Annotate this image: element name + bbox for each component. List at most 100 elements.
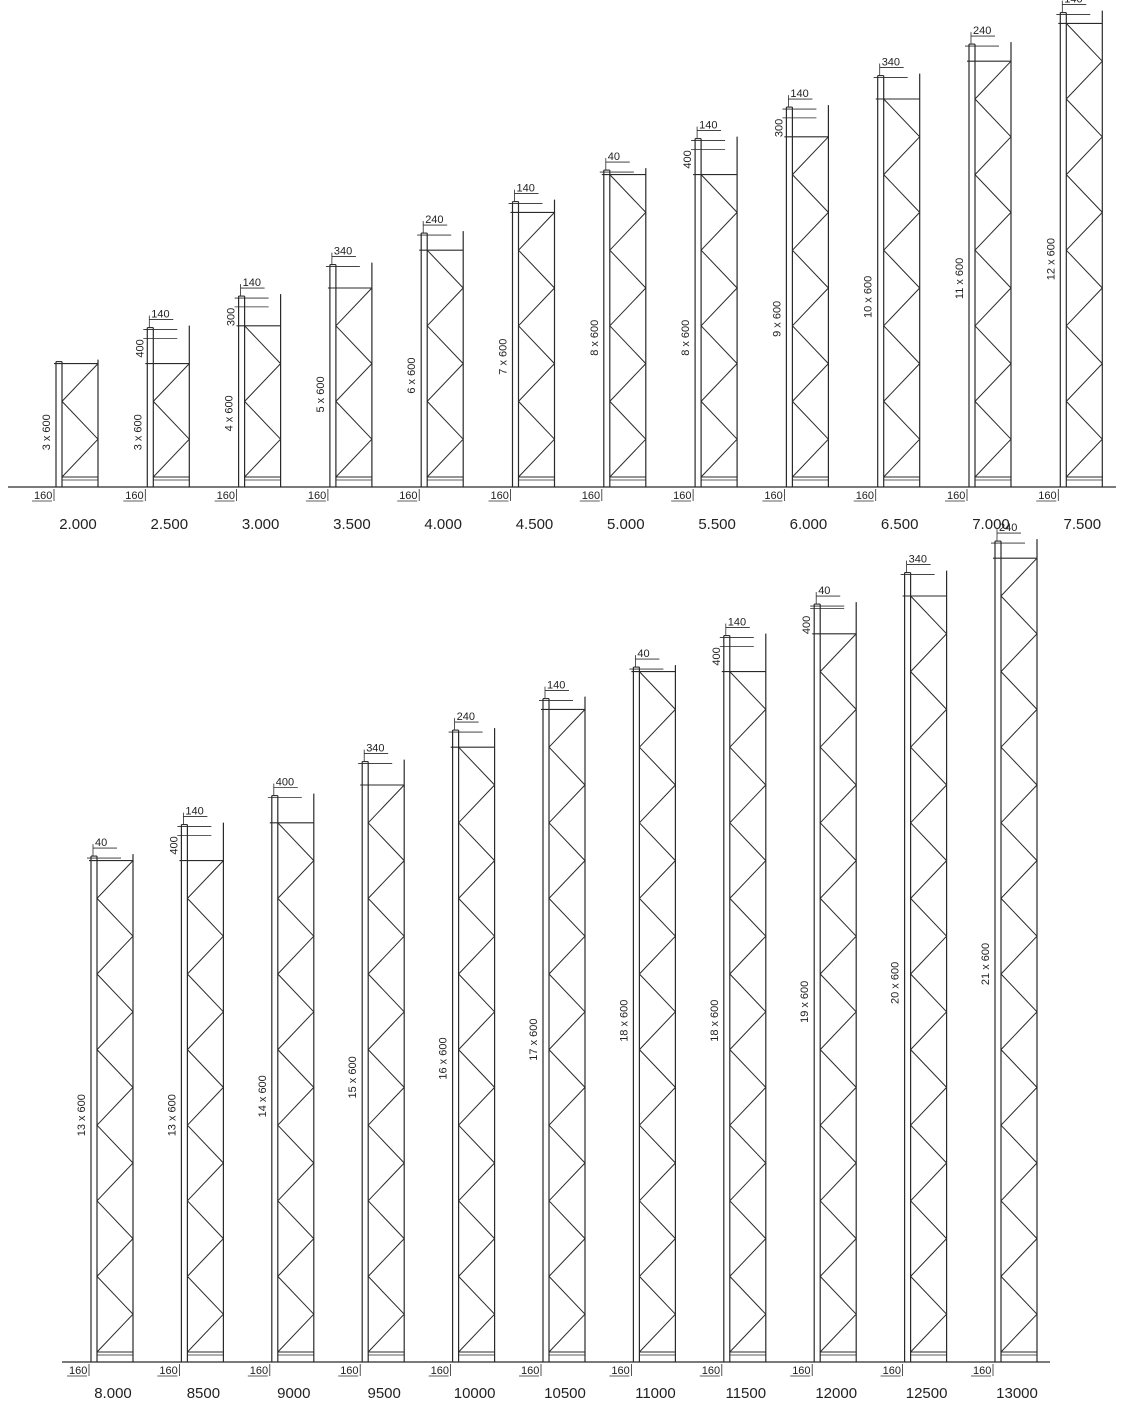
diagonal-brace [244,401,281,440]
diagonal-brace [729,671,767,710]
diagonal-brace [96,898,134,937]
top-dimension-label: 340 [366,743,384,755]
base-offset-label: 160 [947,490,965,502]
diagonal-brace [96,1049,134,1088]
diagonal-brace [1000,860,1038,899]
diagonal-brace [729,973,767,1013]
rack-frame: 240 21 x 600 160 13000 [971,522,1038,1402]
diagonal-brace [792,136,829,175]
diagonal-brace [819,1087,857,1126]
diagonal-brace [367,898,405,937]
frame-height-label: 12500 [906,1385,948,1402]
diagonal-brace [639,671,676,710]
diagonal-brace [883,212,921,251]
diagonal-brace [187,1313,224,1353]
base-offset-label: 160 [582,490,600,502]
diagonal-brace [458,746,495,786]
diagonal-brace [910,1162,947,1202]
top-dimension-label-vertical: 400 [801,616,813,634]
diagonal-brace [367,973,405,1013]
diagonal-brace [277,1011,315,1050]
diagonal-brace [639,822,676,861]
panel-count-label: 20 x 600 [890,962,902,1004]
diagonal-brace [458,973,495,1013]
top-dimension-label: 340 [882,57,900,69]
diagonal-brace [910,633,947,672]
diagonal-brace [458,1087,495,1126]
diagonal-brace [819,1124,857,1164]
frame-height-label: 2.500 [151,516,189,533]
frame-height-label: 10000 [454,1385,496,1402]
diagonal-brace [639,1313,676,1353]
diagonal-brace [518,401,555,440]
diagonal-brace [974,60,1012,100]
base-offset-label: 160 [125,490,143,502]
diagonal-brace [974,98,1012,138]
diagonal-brace [96,1276,134,1315]
diagonal-brace [1000,1162,1038,1202]
diagonal-brace [367,784,405,824]
top-dimension-label: 240 [457,711,475,723]
top-dimension-label: 140 [517,183,535,195]
diagonal-brace [458,1011,495,1050]
frame-height-label: 7.500 [1064,516,1102,533]
panel-count-label: 16 x 600 [438,1037,450,1079]
frame-height-label: 9000 [277,1385,310,1402]
rack-frame: 400 14 x 600 160 9000 [247,777,315,1402]
top-dimension-label: 140 [1064,0,1082,6]
diagonal-brace [426,325,464,364]
diagonal-brace [609,325,647,364]
diagonal-brace [910,898,947,937]
diagonal-brace [1000,784,1038,824]
diagonal-brace [883,174,921,213]
frame-height-label: 6.500 [881,516,919,533]
diagonal-brace [639,1011,676,1050]
diagonal-brace [458,784,495,824]
diagonal-brace [548,1238,586,1277]
frame-height-label: 6.000 [790,516,828,533]
rack-frame: 140 400 3 x 600 160 2.500 [123,309,190,533]
top-dimension-label: 240 [425,214,443,226]
diagonal-brace [700,438,738,478]
diagonal-brace [729,860,767,899]
diagonal-brace [910,1087,947,1126]
panel-count-label: 3 x 600 [132,414,144,450]
diagonal-brace [792,325,829,364]
diagonal-brace [792,287,829,327]
diagonal-brace [819,822,857,861]
diagonal-brace [367,935,405,975]
diagonal-brace [152,363,190,402]
base-offset-label: 160 [217,490,235,502]
diagonal-brace [609,212,647,251]
diagonal-brace [883,438,921,478]
diagonal-brace [910,1200,947,1239]
top-dimension-label: 140 [243,277,261,289]
diagonal-brace [792,174,829,213]
diagonal-brace [61,438,99,478]
diagonal-brace [819,746,857,786]
diagonal-brace [729,822,767,861]
diagonal-brace [277,1049,315,1088]
rack-frame: 140 12 x 600 160 7.500 [1036,0,1103,533]
frame-height-label: 9500 [368,1385,401,1402]
frame-height-label: 4.500 [516,516,554,533]
diagonal-brace [639,860,676,899]
diagonal-brace [187,1162,224,1202]
diagonal-brace [96,1313,134,1353]
diagonal-brace [1065,401,1103,440]
diagonal-brace [277,935,315,975]
diagonal-brace [187,1049,224,1088]
diagonal-brace [1065,438,1103,478]
base-offset-label: 160 [159,1365,177,1377]
diagonal-brace [700,401,738,440]
base-offset-label: 160 [399,490,417,502]
diagonal-brace [1065,287,1103,327]
diagonal-brace [974,325,1012,364]
diagonal-brace [458,822,495,861]
base-offset-label: 160 [250,1365,268,1377]
diagonal-brace [426,401,464,440]
panel-count-label: 12 x 600 [1045,238,1057,280]
diagonal-brace [729,1238,767,1277]
diagonal-brace [974,438,1012,478]
diagonal-brace [548,973,586,1013]
